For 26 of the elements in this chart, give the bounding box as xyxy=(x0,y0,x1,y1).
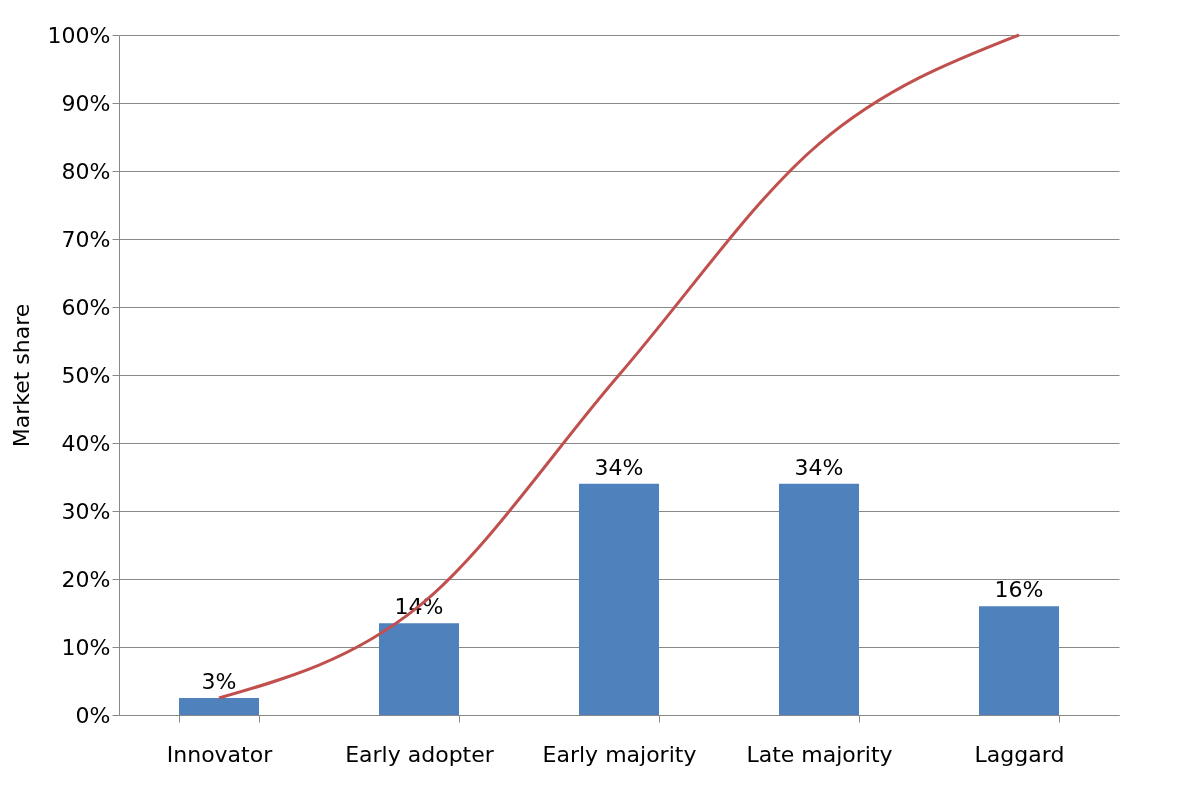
x-tick-label: Late majority xyxy=(746,741,893,767)
bar xyxy=(779,483,859,715)
bar xyxy=(579,483,659,715)
x-tick-label: Innovator xyxy=(166,741,274,767)
data-label: 16% xyxy=(994,577,1044,603)
y-tick-label: 80% xyxy=(61,158,111,184)
x-tick-label: Early adopter xyxy=(345,741,495,767)
y-tick-label: 30% xyxy=(61,498,111,524)
bar xyxy=(179,698,259,715)
x-tick-label: Laggard xyxy=(974,741,1065,767)
bar xyxy=(379,623,459,715)
y-tick-label: 40% xyxy=(61,430,111,456)
y-tick-label: 60% xyxy=(61,294,111,320)
bar xyxy=(979,606,1059,715)
data-label: 3% xyxy=(201,669,237,694)
y-tick-label: 20% xyxy=(61,566,111,592)
y-axis-title: Market share xyxy=(8,303,34,448)
y-tick-label: 0% xyxy=(75,702,111,728)
y-tick-label: 10% xyxy=(61,634,111,660)
x-tick-label: Early majority xyxy=(542,741,697,767)
y-tick-label: 100% xyxy=(47,22,111,48)
data-label: 34% xyxy=(794,454,844,480)
y-tick-label: 70% xyxy=(61,226,111,252)
y-tick-label: 50% xyxy=(61,362,111,388)
y-tick-label: 90% xyxy=(61,90,111,116)
data-label: 34% xyxy=(594,454,644,480)
